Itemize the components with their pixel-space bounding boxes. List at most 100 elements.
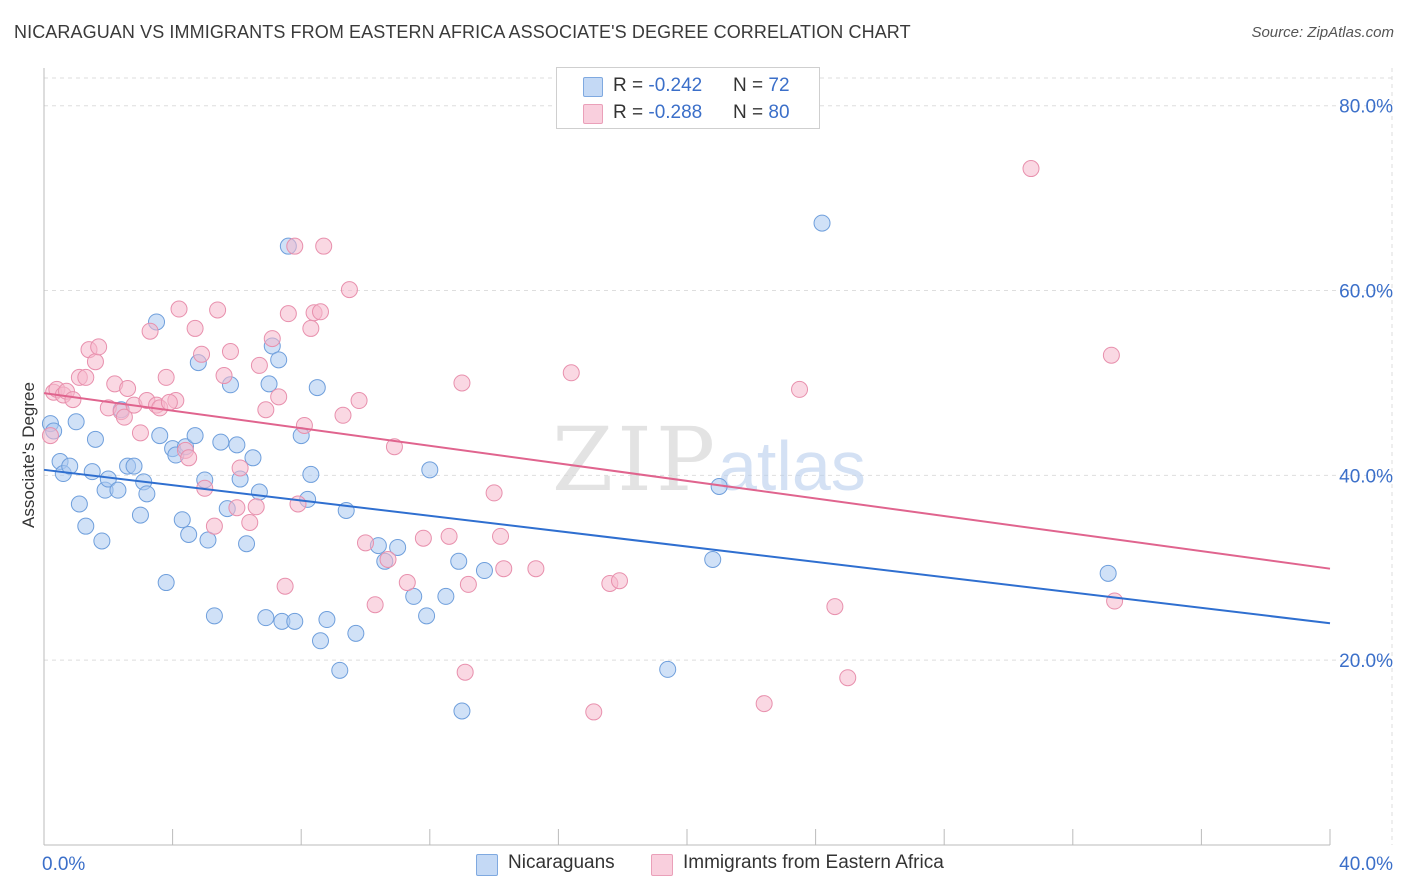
point-eastern-africa [302, 319, 320, 337]
point-eastern-africa [585, 703, 603, 721]
point-eastern-africa [495, 560, 513, 578]
point-eastern-africa [247, 498, 265, 516]
point-nicaraguan [199, 531, 217, 549]
point-eastern-africa [131, 424, 149, 442]
point-nicaraguan [437, 587, 455, 605]
watermark-atlas: atlas [718, 427, 866, 505]
point-nicaraguan [331, 661, 349, 679]
point-nicaraguan [83, 463, 101, 481]
point-eastern-africa [414, 529, 432, 547]
point-eastern-africa [250, 356, 268, 374]
point-eastern-africa [180, 449, 198, 467]
point-nicaraguan [475, 562, 493, 580]
tick-label-layer: 20.0% 40.0% 60.0% 80.0% 0.0% 40.0% [42, 97, 1393, 875]
point-eastern-africa [115, 408, 133, 426]
trend-layer [43, 392, 1331, 625]
point-nicaraguan [67, 413, 85, 431]
point-eastern-africa [215, 367, 233, 385]
point-nicaraguan [138, 485, 156, 503]
point-eastern-africa [440, 527, 458, 545]
point-eastern-africa [791, 380, 809, 398]
point-nicaraguan [418, 607, 436, 625]
point-nicaraguan [450, 552, 468, 570]
point-nicaraguan [70, 495, 88, 513]
series-legend: Nicaraguans Immigrants from Eastern Afri… [0, 852, 1406, 878]
point-eastern-africa [64, 391, 82, 409]
point-eastern-africa [315, 237, 333, 255]
point-eastern-africa [228, 499, 246, 517]
point-nicaraguan [131, 506, 149, 524]
grid-layer [44, 68, 1393, 845]
point-eastern-africa [456, 663, 474, 681]
y-tick-label: 20.0% [1339, 651, 1393, 672]
correlation-legend: R = -0.242 N = 72 R = -0.288 N = 80 [556, 67, 820, 129]
point-eastern-africa [279, 305, 297, 323]
point-nicaraguan [308, 379, 326, 397]
point-eastern-africa [231, 459, 249, 477]
axis-layer [43, 68, 1331, 846]
point-eastern-africa [90, 338, 108, 356]
legend-label: Immigrants from Eastern Africa [683, 852, 944, 873]
point-nicaraguan [302, 465, 320, 483]
x-tick-label: 0.0% [42, 854, 85, 875]
r-label: R = [613, 75, 649, 96]
n-value: 80 [768, 102, 790, 123]
point-eastern-africa [205, 517, 223, 535]
point-eastern-africa [453, 374, 471, 392]
point-eastern-africa [241, 513, 259, 531]
point-eastern-africa [141, 322, 159, 340]
point-eastern-africa [257, 401, 275, 419]
point-eastern-africa [263, 330, 281, 348]
point-nicaraguan [1099, 564, 1117, 582]
point-eastern-africa [160, 393, 178, 411]
point-eastern-africa [221, 343, 239, 361]
point-eastern-africa [527, 560, 545, 578]
point-nicaraguan [93, 532, 111, 550]
point-eastern-africa [119, 379, 137, 397]
point-eastern-africa [311, 303, 329, 321]
point-nicaraguan [180, 526, 198, 544]
point-eastern-africa [398, 574, 416, 592]
point-eastern-africa [170, 300, 188, 318]
point-nicaraguan [86, 430, 104, 448]
point-eastern-africa [1106, 592, 1124, 610]
point-eastern-africa [295, 416, 313, 434]
point-eastern-africa [41, 427, 59, 445]
point-eastern-africa [334, 406, 352, 424]
point-eastern-africa [286, 237, 304, 255]
watermark-zip: ZIP [552, 408, 719, 511]
point-nicaraguan [347, 624, 365, 642]
point-eastern-africa [826, 598, 844, 616]
legend-label: Nicaraguans [508, 852, 615, 873]
legend-swatch-pink [583, 104, 603, 124]
point-nicaraguan [205, 607, 223, 625]
trend-line-eastern-africa [43, 392, 1331, 570]
point-eastern-africa [357, 534, 374, 552]
point-nicaraguan [157, 574, 175, 592]
point-eastern-africa [385, 438, 403, 456]
point-eastern-africa [755, 695, 773, 713]
point-nicaraguan [186, 427, 204, 445]
point-nicaraguan [77, 517, 95, 535]
point-nicaraguan [389, 538, 407, 556]
r-value: -0.242 [648, 75, 703, 96]
y-tick-label: 60.0% [1339, 282, 1393, 303]
point-eastern-africa [209, 301, 227, 319]
point-nicaraguan [704, 550, 722, 568]
point-nicaraguan [318, 611, 336, 629]
point-nicaraguan [659, 660, 677, 678]
r-value: -0.288 [648, 102, 703, 123]
point-eastern-africa [485, 484, 503, 502]
point-eastern-africa [276, 577, 294, 595]
point-eastern-africa [157, 368, 175, 386]
point-nicaraguan [228, 436, 246, 454]
legend-row-eastern-africa: R = -0.288 N = 80 [557, 101, 819, 127]
y-tick-label: 80.0% [1339, 97, 1393, 118]
n-label: N = [733, 102, 769, 123]
x-tick-label: 40.0% [1339, 854, 1393, 875]
legend-swatch-blue [583, 77, 603, 97]
point-eastern-africa [839, 669, 857, 687]
point-nicaraguan [238, 535, 256, 553]
point-nicaraguan [125, 457, 143, 475]
